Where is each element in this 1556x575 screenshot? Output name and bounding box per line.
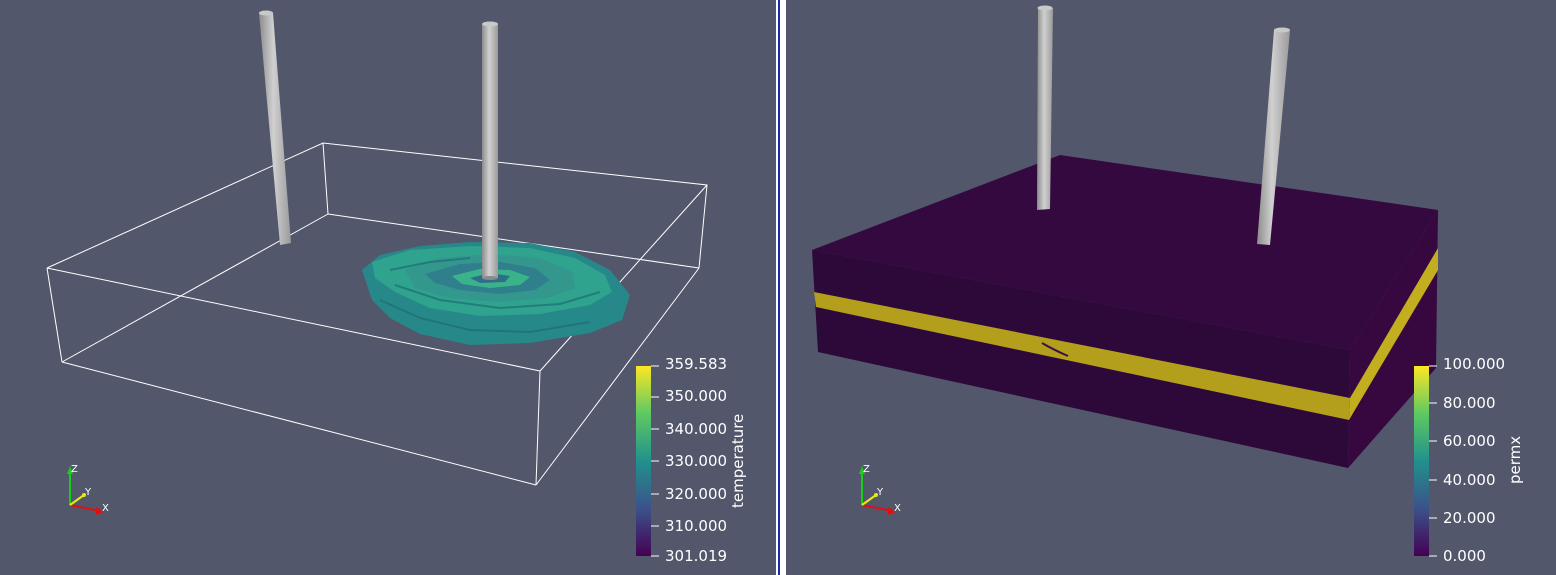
permx-scene — [812, 5, 1438, 557]
colorbar-label-max: 359.583 — [665, 355, 728, 373]
axis-y-label: Y — [876, 487, 884, 498]
render-view-left[interactable]: 359.583 350.000 340.000 330.000 320.000 … — [0, 0, 776, 575]
orientation-axes: Z Y X — [67, 464, 109, 515]
axis-x-label: X — [102, 503, 109, 514]
colorbar-label: 320.000 — [665, 485, 728, 503]
colorbar-ticks — [651, 365, 659, 557]
colorbar-label-max: 100.000 — [1443, 355, 1506, 373]
well-2 — [482, 21, 498, 280]
colorbar-label: 60.000 — [1443, 432, 1496, 450]
colorbar-label: 80.000 — [1443, 394, 1496, 412]
colorbar-label-min: 0.000 — [1443, 547, 1486, 565]
permeability-block — [812, 155, 1438, 468]
permx-colorbar — [1414, 366, 1429, 556]
axis-y-label: Y — [84, 487, 92, 498]
colorbar-label: 20.000 — [1443, 509, 1496, 527]
axis-x-label: X — [894, 503, 901, 514]
colorbar-label: 40.000 — [1443, 471, 1496, 489]
colorbar-label: 330.000 — [665, 452, 728, 470]
well-1 — [1037, 5, 1053, 210]
colorbar-title: temperature — [729, 413, 747, 508]
orientation-axes: Z Y X — [859, 464, 901, 515]
well-1 — [259, 10, 291, 245]
well-2 — [1257, 27, 1290, 245]
colorbar-title: permx — [1506, 435, 1524, 484]
colorbar-ticks — [1429, 365, 1437, 557]
view-splitter[interactable] — [776, 0, 786, 575]
temperature-colorbar — [636, 366, 651, 556]
colorbar-label: 340.000 — [665, 420, 728, 438]
axis-z-label: Z — [863, 464, 870, 475]
render-view-right[interactable]: 100.000 80.000 60.000 40.000 20.000 0.00… — [786, 0, 1556, 575]
axis-z-label: Z — [71, 464, 78, 475]
temperature-scene — [46, 10, 708, 557]
colorbar-label: 350.000 — [665, 387, 728, 405]
colorbar-label: 310.000 — [665, 517, 728, 535]
colorbar-label-min: 301.019 — [665, 547, 728, 565]
